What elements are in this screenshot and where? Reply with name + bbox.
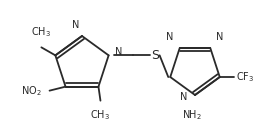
Text: CH$_3$: CH$_3$ <box>31 26 52 39</box>
Text: N: N <box>180 92 188 102</box>
Text: N: N <box>166 32 174 42</box>
Text: CH$_3$: CH$_3$ <box>90 109 110 122</box>
Text: S: S <box>151 49 159 62</box>
Text: N: N <box>216 32 224 42</box>
Text: NO$_2$: NO$_2$ <box>21 84 42 98</box>
Text: CF$_3$: CF$_3$ <box>236 70 254 84</box>
Text: N: N <box>72 20 80 30</box>
Text: N: N <box>115 47 122 57</box>
Text: NH$_2$: NH$_2$ <box>182 108 202 122</box>
